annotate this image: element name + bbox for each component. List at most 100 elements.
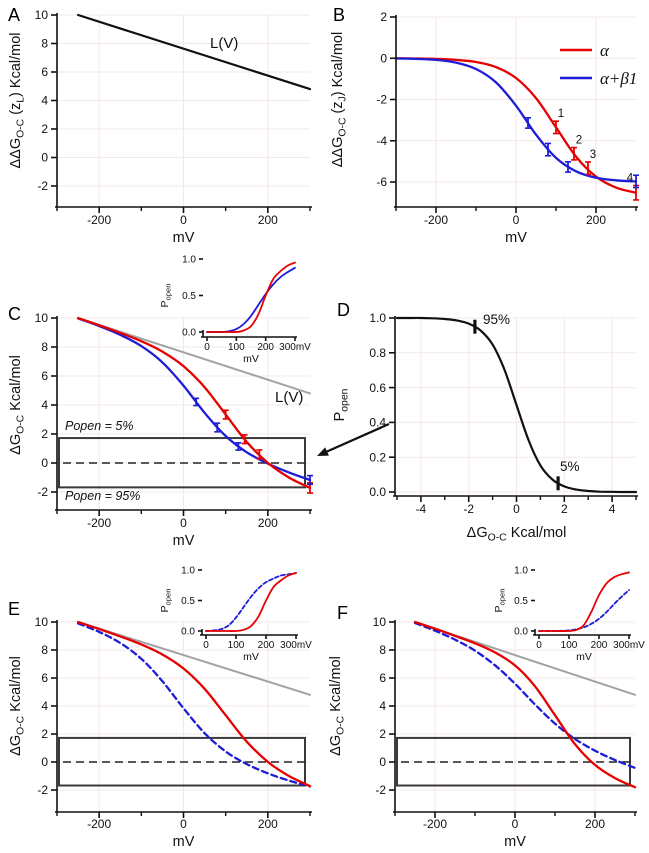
x-tick-label: 200 [591,640,608,651]
y-tick-label: 1.0 [182,255,196,266]
series-L(V) [77,13,312,91]
x-tick-label: 200 [258,516,278,530]
x-tick-label: -200 [87,213,111,227]
x-tick-label: 0 [204,342,210,353]
y-tick-label: 0.5 [514,596,528,607]
y-tick-label: 8 [41,643,48,657]
y-tick-label: 8 [41,340,48,354]
y-tick-label: 6 [41,671,48,685]
legend-label: α [600,41,610,60]
y-tick-label: 2 [380,10,387,24]
y-tick-label: -2 [37,783,48,797]
y-axis-label: ΔΔGO-C (zJ) Kcal/mol [330,32,349,167]
y-axis-label: ΔGO-C Kcal/mol [8,656,27,756]
panel-E: -200 0 200 10 8 6 4 2 0 -2 mV ΔGO-C Kcal/mol [8,615,312,850]
errorbar [565,160,571,173]
arrowhead-icon [317,447,329,456]
errorbar [307,474,313,486]
errorbar [525,117,531,129]
errorbar [235,442,242,451]
annotation: L(V) [210,35,238,52]
errorbar [553,120,559,135]
y-tick-label: 1.0 [369,311,386,325]
y-tick-label: -4 [376,134,387,148]
x-tick-label: -200 [423,817,447,831]
errorbar [256,449,263,460]
x-axis-label: mV [243,651,259,663]
series-Popen-vs-dG [395,316,638,494]
y-tick-label: 1.0 [514,566,528,577]
y-tick-label: 0.5 [181,596,195,607]
y-tick-label: 10 [35,615,49,629]
y-tick-label: 4 [41,94,48,108]
x-axis-label: mV [173,533,195,549]
panel-label-e: E [8,599,21,619]
y-tick-label: 0.0 [514,627,528,638]
annotation: L(V) [275,389,303,406]
y-tick-label: 0.2 [369,450,386,464]
y-tick-label: 8 [379,643,386,657]
x-tick-label: 200 [258,213,278,227]
x-tick-label: 0 [536,640,542,651]
x-tick-label: 200 [258,817,278,831]
annotation: Popen = 95% [65,489,140,503]
point-number: 2 [576,135,582,147]
errorbar [571,146,577,161]
x-tick-label: 300mV [613,640,645,651]
x-axis-label: mV [504,834,526,850]
series-alpha [76,316,312,490]
x-axis-label: ΔGO-C Kcal/mol [467,525,567,544]
x-tick-label: -2 [463,502,474,516]
y-tick-label: 2 [41,122,48,136]
y-tick-label: -2 [37,485,48,499]
series-alpha-steep [538,571,630,632]
y-tick-label: 0.0 [181,627,195,638]
y-axis-label: ΔGO-C Kcal/mol [328,656,347,756]
errorbar [545,142,551,157]
panel-F-inset: 0 100 200 300mV 0.0 0.5 1.0 mV Popen [493,566,645,664]
errorbar [222,409,229,420]
x-tick-label: 0 [180,516,187,530]
panel-C-inset: 0 100 200 300mV 0.0 0.5 1.0 mV Popen [159,255,311,366]
x-tick-label: 100 [561,640,578,651]
errorbar [585,161,591,176]
y-axis-label: ΔGO-C Kcal/mol [8,355,27,455]
errorbar [633,174,639,189]
y-tick-label: 0 [41,755,48,769]
y-axis-label: ΔΔGO-C (zL) Kcal/mol [8,32,27,168]
errorbar [241,434,248,445]
y-tick-label: 2 [379,727,386,741]
y-tick-label: 4 [41,699,48,713]
series-alpha [76,620,312,788]
x-tick-label: 4 [609,502,616,516]
x-tick-label: 200 [585,817,605,831]
y-tick-label: 2 [41,427,48,441]
y-tick-label: 0.0 [182,328,196,339]
annotation: Popen = 5% [65,419,133,433]
x-tick-label: 200 [258,640,275,651]
y-tick-label: 10 [35,8,49,22]
threshold-label: 5% [560,459,580,474]
x-tick-label: 0 [203,640,209,651]
series-alpha [205,572,297,632]
y-tick-label: 10 [35,311,49,325]
x-tick-label: 0 [513,502,520,516]
y-tick-label: 4 [379,699,386,713]
x-tick-label: 100 [228,640,245,651]
x-tick-label: 300mV [279,342,311,353]
y-axis-label: Popen [493,589,507,613]
series-shifted-dashed [76,622,312,788]
y-tick-label: 0 [41,456,48,470]
x-axis-label: mV [576,651,592,663]
y-tick-label: 6 [41,369,48,383]
y-tick-label: 1.0 [181,566,195,577]
x-tick-label: 0 [180,213,187,227]
y-tick-label: -2 [376,93,387,107]
y-tick-label: 8 [41,37,48,51]
legend-label: α+β1 [600,69,637,88]
panel-label-f: F [337,603,348,623]
errorbar [193,397,200,407]
